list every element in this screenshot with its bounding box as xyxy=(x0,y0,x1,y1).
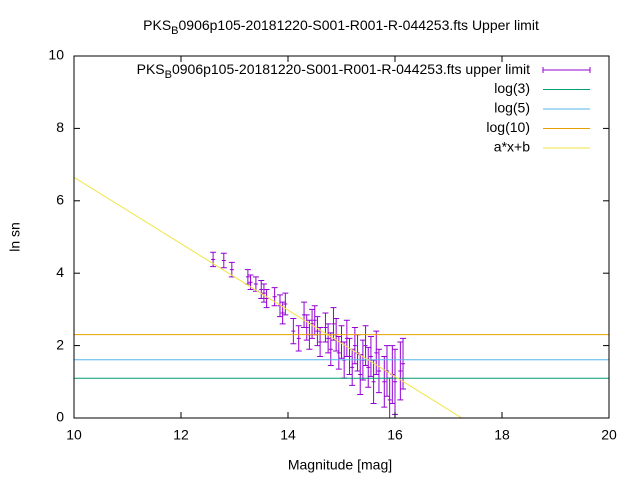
error-bar xyxy=(263,288,270,309)
plot-border xyxy=(73,55,610,419)
error-bar xyxy=(271,287,278,307)
legend-label: log(3) xyxy=(494,80,530,96)
error-bar xyxy=(311,305,318,336)
legend-label: log(5) xyxy=(494,100,530,116)
error-bar xyxy=(325,323,332,354)
fit-line xyxy=(74,176,463,418)
plot-area xyxy=(74,176,609,418)
error-bar xyxy=(346,337,353,376)
y-tick-label: 0 xyxy=(56,409,64,425)
error-bar xyxy=(276,294,283,318)
x-tick-label: 12 xyxy=(173,427,189,443)
error-bar xyxy=(295,325,302,352)
text-part: 0906p105-20181220-S001-R001-R-044253.fts… xyxy=(179,17,539,33)
y-tick-label: 2 xyxy=(56,336,64,352)
text-part: B xyxy=(165,69,172,81)
error-bar xyxy=(373,330,380,376)
y-tick-label: 10 xyxy=(48,47,64,63)
error-bar xyxy=(322,312,329,343)
error-bar xyxy=(400,337,407,390)
error-bar xyxy=(252,276,259,292)
x-tick-label: 14 xyxy=(280,427,296,443)
text-part: 0906p105-20181220-S001-R001-R-044253.fts… xyxy=(172,61,530,77)
y-tick-label: 4 xyxy=(56,264,64,280)
x-tick-label: 16 xyxy=(387,427,403,443)
legend-label: PKSB0906p105-20181220-S001-R001-R-044253… xyxy=(137,61,530,81)
error-bar xyxy=(260,283,267,303)
error-bar xyxy=(327,332,334,367)
error-bar xyxy=(228,261,235,278)
error-bar xyxy=(258,279,265,300)
text-part: B xyxy=(171,25,178,37)
error-bar xyxy=(349,348,356,386)
error-bar xyxy=(381,355,388,408)
error-bar xyxy=(375,348,382,394)
legend-label: a*x+b xyxy=(494,139,530,155)
error-bar xyxy=(309,308,316,339)
error-bar xyxy=(290,317,297,345)
error-bar xyxy=(392,348,398,415)
error-bar xyxy=(351,327,358,365)
text-part: PKS xyxy=(143,17,171,33)
y-tick-label: 6 xyxy=(56,192,64,208)
x-axis-label: Magnitude [mag] xyxy=(288,457,392,473)
error-bar xyxy=(362,325,369,367)
error-bar xyxy=(244,269,251,285)
error-bar xyxy=(317,327,324,357)
error-bar xyxy=(357,354,364,395)
y-tick-label: 8 xyxy=(56,119,64,135)
error-bar xyxy=(367,336,374,377)
error-bar xyxy=(370,359,377,405)
error-bar xyxy=(282,292,289,316)
chart-title: PKSB0906p105-20181220-S001-R001-R-044253… xyxy=(143,17,539,37)
error-bar xyxy=(210,251,217,268)
error-bar xyxy=(279,301,286,325)
y-axis-label: ln sn xyxy=(7,222,23,252)
error-bar xyxy=(386,377,393,418)
x-tick-label: 10 xyxy=(66,427,82,443)
text-part: PKS xyxy=(137,61,165,77)
error-bar xyxy=(247,274,254,290)
error-bar xyxy=(303,314,310,341)
error-bar xyxy=(220,252,227,269)
x-tick-label: 20 xyxy=(601,427,617,443)
error-bar xyxy=(330,307,337,341)
error-bar xyxy=(365,346,372,388)
error-bar xyxy=(314,316,321,347)
x-tick-label: 18 xyxy=(494,427,510,443)
error-bar xyxy=(335,336,342,370)
legend-label: log(10) xyxy=(486,119,530,135)
error-bar xyxy=(397,341,404,401)
